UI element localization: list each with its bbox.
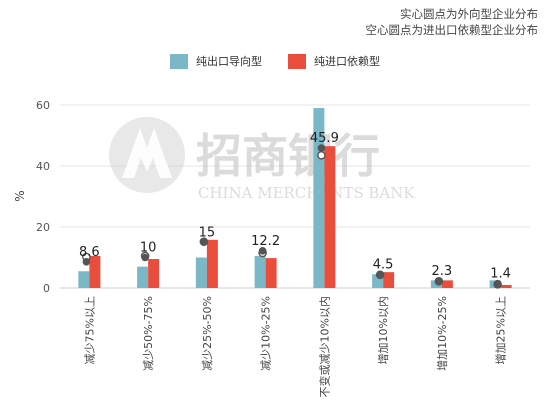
solid-marker — [141, 253, 149, 262]
chart-notes: 实心圆点为外向型企业分布 空心圆点为进出口依赖型企业分布 — [366, 6, 539, 38]
x-tick-label: 不变或减少10%以内 — [317, 296, 331, 397]
x-tick-label: 增加10%-25% — [435, 296, 449, 371]
hollow-marker — [317, 151, 326, 160]
chart-legend: 纯出口导向型 纯进口依赖型 — [0, 52, 550, 70]
y-tick-label: 0 — [43, 282, 50, 295]
x-tick-label: 减少75%以上 — [83, 296, 96, 364]
solid-marker — [82, 257, 91, 266]
data-label: 8.6 — [79, 245, 100, 260]
x-tick-label: 增加10%以内 — [376, 296, 390, 364]
solid-marker — [200, 238, 208, 247]
x-tick-label: 减少25%-50% — [201, 296, 214, 371]
y-tick-label: 40 — [36, 160, 50, 173]
bar-export — [137, 266, 149, 288]
note-solid-dots: 实心圆点为外向型企业分布 — [400, 7, 538, 21]
bar-export — [195, 257, 207, 288]
bar-import — [265, 258, 277, 288]
data-label: 10 — [140, 241, 157, 256]
bar-import — [500, 284, 512, 288]
x-tick-label: 增加25%以上 — [494, 296, 508, 364]
y-axis: 0 20 40 60 — [36, 99, 50, 295]
watermark-name-en: CHINA MERCHANTS BANK — [198, 184, 415, 202]
x-tick-label: 减少10%-25% — [260, 296, 273, 371]
data-labels: 8.6 10 15 12.2 45.9 4.5 2.3 1.4 — [79, 131, 511, 282]
bar-import — [89, 255, 101, 288]
data-label: 1.4 — [490, 267, 511, 282]
distribution-markers — [82, 144, 502, 289]
legend-item-export: 纯出口导向型 — [170, 53, 262, 69]
bar-export — [254, 255, 266, 288]
legend-label-import: 纯进口依赖型 — [314, 55, 380, 68]
solid-marker — [493, 279, 502, 288]
bar-export — [372, 274, 384, 288]
bar-import — [148, 259, 160, 288]
note-hollow-dots: 空心圆点为进出口依赖型企业分布 — [365, 23, 539, 37]
legend-swatch-import — [288, 53, 306, 69]
y-tick-label: 60 — [36, 99, 50, 112]
bar-import — [441, 280, 453, 288]
data-label: 45.9 — [310, 131, 339, 146]
solid-marker — [258, 246, 267, 255]
watermark-name-cn: 招商银行 — [196, 129, 380, 183]
y-axis-label: % — [13, 190, 27, 201]
x-axis-labels: 减少75%以上 减少50%-75% 减少25%-50% 减少10%-25% 不变或减少1… — [83, 296, 507, 397]
y-tick-label: 20 — [36, 221, 50, 234]
legend-label-export: 纯出口导向型 — [196, 55, 262, 68]
bar-import — [324, 146, 336, 288]
bar-import — [383, 272, 395, 288]
bar-export — [78, 271, 90, 288]
data-label: 4.5 — [373, 257, 394, 272]
legend-item-import: 纯进口依赖型 — [288, 53, 380, 69]
solid-marker — [435, 277, 443, 285]
data-label: 15 — [199, 225, 216, 240]
data-label: 2.3 — [432, 264, 453, 279]
x-tick-label: 减少50%-75% — [142, 296, 155, 371]
bar-export — [313, 108, 325, 288]
legend-swatch-export — [170, 53, 188, 69]
data-label: 12.2 — [251, 234, 280, 249]
solid-marker — [317, 144, 326, 152]
bar-import — [206, 239, 218, 288]
bank-logo-icon — [109, 117, 185, 193]
solid-marker — [376, 270, 384, 279]
watermark: 招商银行 CHINA MERCHANTS BANK — [109, 117, 415, 202]
